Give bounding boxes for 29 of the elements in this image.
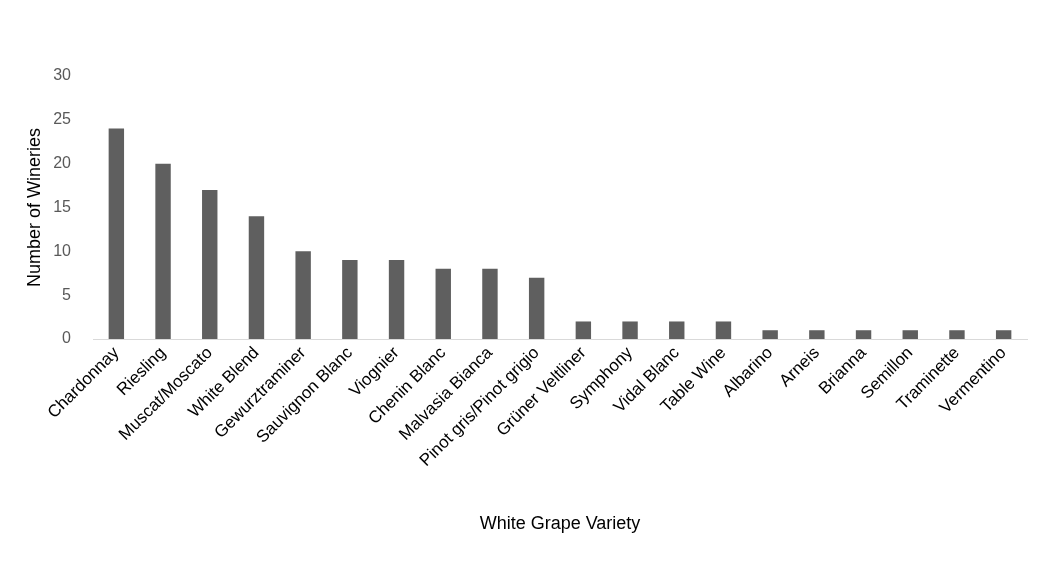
y-tick-label: 10 <box>53 241 72 259</box>
bar <box>108 128 125 339</box>
bar <box>669 321 685 339</box>
y-tick-label: 25 <box>53 110 72 128</box>
x-axis-title: White Grape Variety <box>479 513 641 534</box>
bar <box>482 268 498 339</box>
bar <box>388 260 405 339</box>
bar <box>248 216 265 339</box>
bar <box>949 330 965 339</box>
y-axis-title: Number of Wineries <box>23 127 44 288</box>
bar <box>155 163 171 339</box>
bar <box>342 260 358 339</box>
y-tick-label: 20 <box>53 154 72 172</box>
bar <box>762 330 778 339</box>
bar <box>715 321 732 339</box>
y-tick-label: 15 <box>53 197 72 215</box>
y-tick-label: 5 <box>62 285 72 303</box>
y-tick-label: 30 <box>53 66 72 84</box>
bar <box>575 321 592 339</box>
bar <box>855 330 872 339</box>
bar <box>295 251 311 339</box>
bar <box>622 321 638 339</box>
bar <box>995 330 1012 339</box>
bar <box>528 277 545 339</box>
bar <box>902 330 918 339</box>
bar <box>202 189 218 339</box>
bar <box>809 330 825 339</box>
y-tick-label: 0 <box>62 329 72 347</box>
bar <box>435 268 451 339</box>
